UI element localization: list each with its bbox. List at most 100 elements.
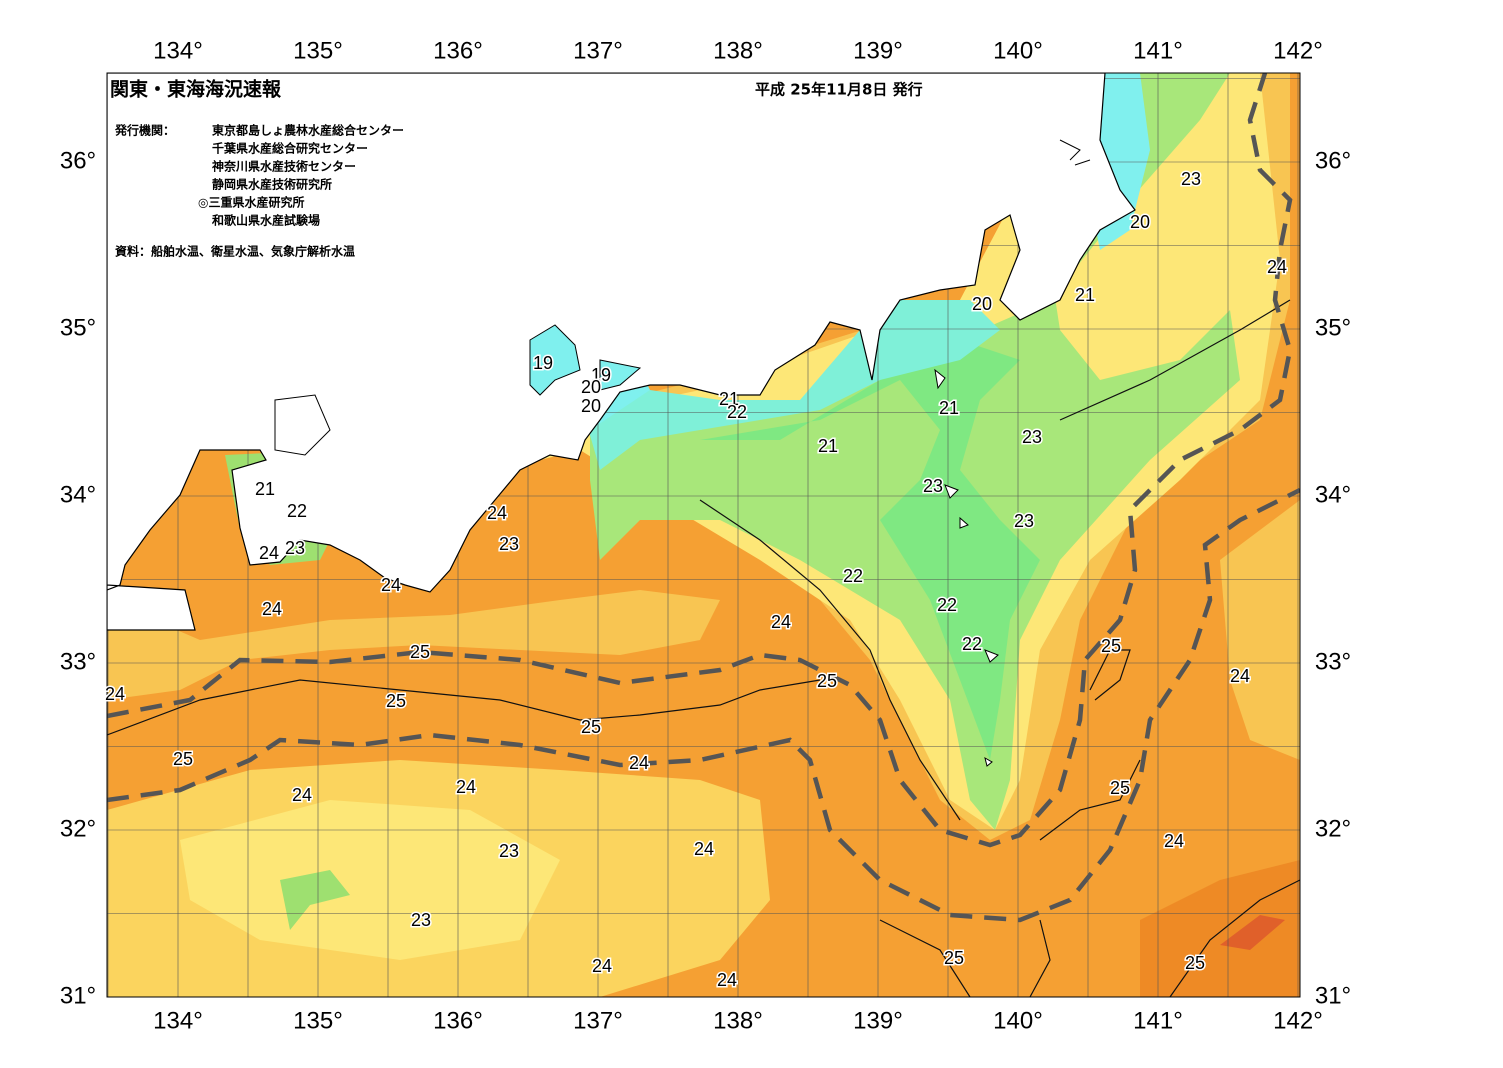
contour-label: 25 xyxy=(410,642,430,662)
latitude-label: 31° xyxy=(60,982,96,1009)
contour-label: 20 xyxy=(972,294,992,314)
latitude-label: 35° xyxy=(1315,314,1351,341)
island xyxy=(274,368,999,767)
contour-label: 19 xyxy=(591,365,611,385)
latitude-label: 34° xyxy=(60,481,96,508)
contour-label: 24 xyxy=(262,599,282,619)
longitude-label: 136° xyxy=(433,1007,483,1034)
longitude-label: 135° xyxy=(293,37,343,64)
longitude-label: 139° xyxy=(853,1007,903,1034)
longitude-label: 140° xyxy=(993,37,1043,64)
contour-label: 23 xyxy=(411,910,431,930)
contour-line xyxy=(1039,759,1141,841)
contour-label: 23 xyxy=(499,841,519,861)
contour-label: 24 xyxy=(629,753,649,773)
contour-label: 24 xyxy=(717,970,737,990)
title: 関東・東海海況速報 xyxy=(110,78,282,101)
dashed-isotherm xyxy=(107,487,1300,923)
issuer: 東京都島しょ農林水産総合センター xyxy=(212,123,404,138)
longitude-label: 140° xyxy=(993,1007,1043,1034)
contour-label: 24 xyxy=(105,684,125,704)
contour-label: 22 xyxy=(937,595,957,615)
sea-band xyxy=(1140,860,1300,997)
contour-label: 22 xyxy=(287,501,307,521)
latitude-label: 36° xyxy=(1315,147,1351,174)
longitude-label: 141° xyxy=(1133,1007,1183,1034)
contour-label: 20 xyxy=(1130,212,1150,232)
contour-line xyxy=(1059,299,1291,421)
latitude-label: 33° xyxy=(60,648,96,675)
contour-label: 21 xyxy=(1075,285,1095,305)
longitude-label: 135° xyxy=(293,1007,343,1034)
contour-label: 25 xyxy=(817,671,837,691)
sea-band xyxy=(1220,915,1285,950)
isotherm-25 xyxy=(107,73,1300,923)
contour-label: 21 xyxy=(818,436,838,456)
sea-band xyxy=(700,340,1040,760)
contour-label: 23 xyxy=(1022,427,1042,447)
contour-label: 24 xyxy=(592,956,612,976)
issuers-label: 発行機関： xyxy=(114,123,175,138)
contour-label: 23 xyxy=(285,538,305,558)
contour-label: 23 xyxy=(1014,511,1034,531)
contour-label: 24 xyxy=(1230,666,1250,686)
source: 資料：船舶水温、衛星水温、気象庁解析水温 xyxy=(115,244,355,259)
latitude-label: 36° xyxy=(60,147,96,174)
contours xyxy=(107,299,1300,997)
longitude-label: 136° xyxy=(433,37,483,64)
labels: 134° 134° 135° 135° 136° 136° 137° 137° 138° 138°… xyxy=(60,37,1351,1034)
longitude-label: 142° xyxy=(1273,37,1323,64)
longitude-label: 138° xyxy=(713,37,763,64)
longitude-label: 137° xyxy=(573,37,623,64)
longitude-label: 139° xyxy=(853,37,903,64)
contour-line xyxy=(879,919,1051,997)
contour-label: 25 xyxy=(1110,778,1130,798)
contour-line xyxy=(107,679,821,736)
contour-line xyxy=(699,499,961,821)
contour-label: 24 xyxy=(694,839,714,859)
issuer: 神奈川県水産技術センター xyxy=(212,159,356,174)
issuer: ◎三重県水産研究所 xyxy=(198,195,304,210)
issuer: 和歌山県水産試験場 xyxy=(211,213,320,228)
contour-label: 24 xyxy=(1164,831,1184,851)
contour-label: 25 xyxy=(1185,953,1205,973)
sea-band xyxy=(107,590,720,700)
issuer: 静岡県水産技術研究所 xyxy=(212,177,332,192)
contour-label: 24 xyxy=(259,543,279,563)
longitude-label: 134° xyxy=(153,1007,203,1034)
longitude-label: 138° xyxy=(713,1007,763,1034)
latitude-label: 35° xyxy=(60,314,96,341)
contour-label: 23 xyxy=(1181,169,1201,189)
contour-label: 20 xyxy=(581,377,601,397)
longitude-label: 141° xyxy=(1133,37,1183,64)
sea-band xyxy=(180,800,560,960)
contour-label: 24 xyxy=(456,777,476,797)
latitude-label: 32° xyxy=(1315,815,1351,842)
dashed-isotherm xyxy=(107,73,1293,848)
contour-label: 19 xyxy=(533,353,553,373)
contour-label: 24 xyxy=(771,612,791,632)
contour-label: 23 xyxy=(499,534,519,554)
contour-label: 22 xyxy=(962,634,982,654)
coastline xyxy=(1059,139,1091,166)
contour-label: 22 xyxy=(843,566,863,586)
latitude-label: 32° xyxy=(60,815,96,842)
longitude-label: 142° xyxy=(1273,1007,1323,1034)
contour-line xyxy=(1089,649,1131,701)
map-area xyxy=(107,73,1300,997)
contour-label: 23 xyxy=(923,476,943,496)
contour-label: 25 xyxy=(386,691,406,711)
contour-label: 24 xyxy=(1267,257,1287,277)
issue-date: 平成 25年11月8日 発行 xyxy=(755,81,923,99)
map-frame xyxy=(106,72,1301,998)
latitude-label: 31° xyxy=(1315,982,1351,1009)
contour-label: 25 xyxy=(944,948,964,968)
longitude-label: 137° xyxy=(573,1007,623,1034)
contour-label: 21 xyxy=(939,398,959,418)
bay xyxy=(529,324,642,396)
contour-label: 24 xyxy=(292,785,312,805)
latitude-label: 34° xyxy=(1315,481,1351,508)
latitude-label: 33° xyxy=(1315,648,1351,675)
contour-label: 20 xyxy=(581,396,601,416)
